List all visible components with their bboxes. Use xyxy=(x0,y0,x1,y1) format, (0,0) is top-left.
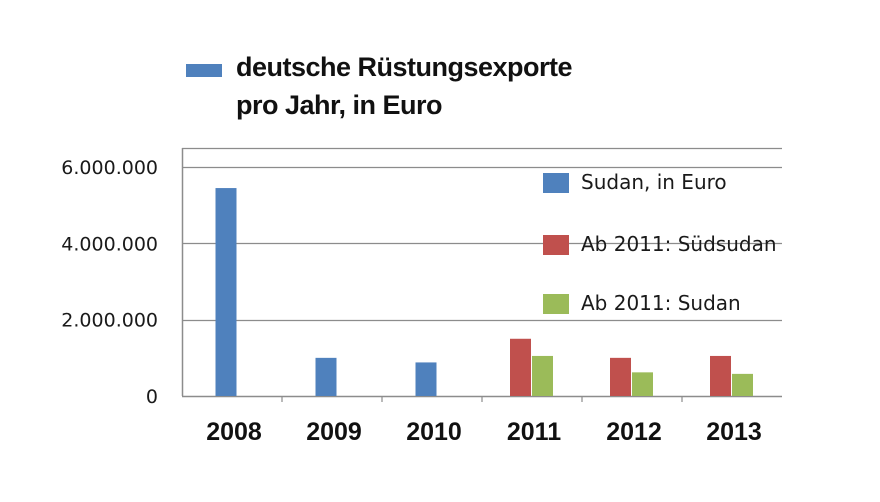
y-tick-label: 6.000.000 xyxy=(61,157,158,179)
title-legend-swatch xyxy=(186,64,222,77)
legend-label: Sudan, in Euro xyxy=(581,170,727,194)
bar-0-2010 xyxy=(415,362,437,396)
x-tick-label: 2010 xyxy=(406,418,462,446)
x-tick-label: 2011 xyxy=(507,418,561,446)
bar-0-2009 xyxy=(315,357,337,396)
chart-title-line-1: deutsche Rüstungsexporte xyxy=(236,52,573,82)
bar-1-2013 xyxy=(710,355,731,396)
legend-label: Ab 2011: Südsudan xyxy=(581,232,777,256)
y-tick-label: 0 xyxy=(146,386,158,408)
bar-2-2011 xyxy=(532,355,553,396)
y-tick-label: 4.000.000 xyxy=(61,233,158,255)
legend-swatch xyxy=(543,173,569,193)
bar-2-2012 xyxy=(632,372,653,396)
bar-2-2013 xyxy=(732,373,753,396)
bar-0-2008 xyxy=(215,188,237,396)
bar-1-2011 xyxy=(510,338,531,396)
chart-title-line-2: pro Jahr, in Euro xyxy=(236,90,443,120)
x-tick-label: 2008 xyxy=(206,418,262,446)
x-tick-label: 2009 xyxy=(306,418,362,446)
y-tick-label: 2.000.000 xyxy=(61,310,158,332)
legend-label: Ab 2011: Sudan xyxy=(581,291,741,315)
legend-swatch xyxy=(543,294,569,314)
x-tick-label: 2013 xyxy=(706,418,762,446)
x-tick-label: 2012 xyxy=(606,418,662,446)
legend-swatch xyxy=(543,235,569,255)
bar-1-2012 xyxy=(610,357,631,396)
